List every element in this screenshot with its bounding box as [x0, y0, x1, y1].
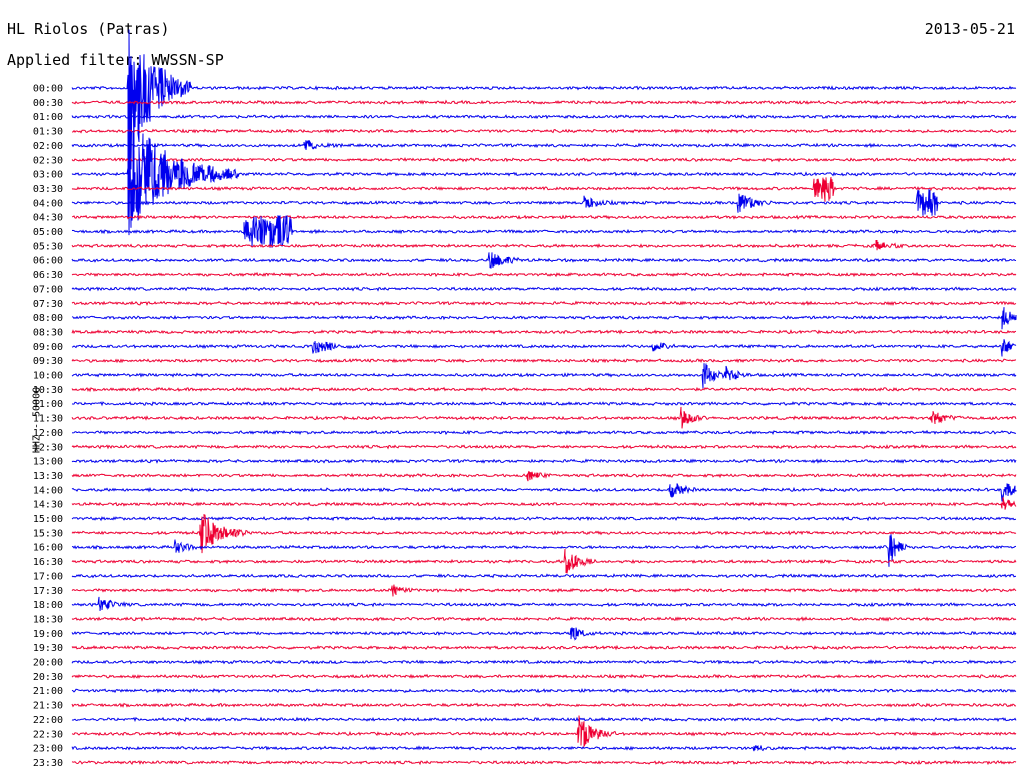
trace-row-2100 — [71, 688, 1017, 694]
trace-row-0030 — [71, 99, 1016, 105]
row-label-1400: 14:00 — [33, 485, 63, 496]
trace-row-2130 — [71, 702, 1017, 708]
row-label-1230: 12:30 — [33, 442, 63, 453]
row-label-0930: 09:30 — [33, 356, 63, 367]
trace-row-0730 — [71, 300, 1017, 307]
trace-row-1600 — [71, 534, 1017, 567]
trace-row-0930 — [71, 357, 1017, 364]
row-label-1130: 11:30 — [33, 414, 63, 425]
trace-row-1900 — [71, 627, 1017, 641]
row-label-1100: 11:00 — [33, 399, 63, 410]
row-label-0530: 05:30 — [33, 241, 63, 252]
row-label-0830: 08:30 — [33, 327, 63, 338]
row-label-1830: 18:30 — [33, 614, 63, 625]
row-label-2100: 21:00 — [33, 686, 63, 697]
row-label-0500: 05:00 — [33, 227, 63, 238]
trace-row-1800 — [71, 596, 1016, 611]
trace-row-0630 — [71, 271, 1017, 278]
trace-row-1700 — [71, 573, 1017, 579]
row-label-1500: 15:00 — [33, 514, 63, 525]
row-label-1530: 15:30 — [33, 528, 63, 539]
row-label-1730: 17:30 — [33, 586, 63, 597]
trace-row-1730 — [71, 584, 1017, 597]
row-label-1700: 17:00 — [33, 571, 63, 582]
row-label-1930: 19:30 — [33, 643, 63, 654]
row-label-2130: 21:30 — [33, 701, 63, 712]
row-label-0800: 08:00 — [33, 313, 63, 324]
trace-row-1930 — [71, 644, 1017, 651]
trace-row-0100 — [71, 114, 1017, 120]
trace-row-2030 — [71, 673, 1017, 679]
row-label-1200: 12:00 — [33, 428, 63, 439]
trace-row-2000 — [71, 659, 1017, 665]
trace-row-1300 — [71, 458, 1017, 464]
row-label-0030: 00:30 — [33, 98, 63, 109]
trace-row-0000 — [71, 29, 1017, 181]
trace-row-1530 — [71, 513, 1017, 554]
trace-row-1500 — [71, 515, 1017, 522]
row-label-0300: 03:00 — [33, 170, 63, 181]
trace-row-0500 — [71, 215, 1017, 248]
trace-row-2200 — [71, 716, 1017, 723]
trace-row-0300 — [71, 129, 1017, 236]
trace-row-2230 — [71, 715, 1017, 748]
filter-label: Applied filter: WWSSN-SP — [7, 51, 224, 69]
trace-row-1230 — [71, 444, 1017, 450]
row-label-1300: 13:00 — [33, 457, 63, 468]
trace-row-0430 — [71, 214, 1017, 220]
trace-row-0230 — [71, 157, 1017, 163]
trace-row-1330 — [71, 470, 1017, 482]
trace-row-1130 — [71, 406, 1017, 429]
trace-row-1430 — [71, 497, 1017, 510]
trace-row-0830 — [71, 329, 1017, 335]
row-label-2200: 22:00 — [33, 715, 63, 726]
row-label-1000: 10:00 — [33, 371, 63, 382]
row-label-1630: 16:30 — [33, 557, 63, 568]
row-label-2000: 20:00 — [33, 658, 63, 669]
row-label-2030: 20:30 — [33, 672, 63, 683]
row-label-1800: 18:00 — [33, 600, 63, 611]
trace-row-1400 — [71, 483, 1017, 502]
row-label-0330: 03:30 — [33, 184, 63, 195]
row-label-1030: 10:30 — [33, 385, 63, 396]
row-label-1600: 16:00 — [33, 543, 63, 554]
trace-row-0600 — [71, 252, 1017, 269]
row-label-0000: 00:00 — [33, 84, 63, 95]
row-label-1330: 13:30 — [33, 471, 63, 482]
row-label-0400: 04:00 — [33, 198, 63, 209]
row-label-0600: 06:00 — [33, 256, 63, 267]
row-label-1900: 19:00 — [33, 629, 63, 640]
row-label-0730: 07:30 — [33, 299, 63, 310]
trace-row-2330 — [71, 759, 1017, 766]
trace-row-0400 — [71, 188, 1017, 216]
row-label-0430: 04:30 — [33, 213, 63, 224]
trace-row-1830 — [71, 616, 1017, 622]
trace-row-0700 — [71, 286, 1017, 292]
trace-row-1100 — [71, 400, 1016, 407]
trace-row-1030 — [71, 386, 1017, 393]
trace-row-1200 — [71, 429, 1017, 436]
row-label-0200: 02:00 — [33, 141, 63, 152]
row-label-2330: 23:30 — [33, 758, 63, 769]
row-label-0100: 01:00 — [33, 112, 63, 123]
row-label-0230: 02:30 — [33, 155, 63, 166]
row-label-1430: 14:30 — [33, 500, 63, 511]
row-label-0630: 06:30 — [33, 270, 63, 281]
row-label-2230: 22:30 — [33, 729, 63, 740]
trace-row-0530 — [71, 240, 1017, 251]
trace-row-1630 — [71, 548, 1017, 574]
trace-row-0200 — [71, 140, 1017, 151]
trace-row-1000 — [71, 363, 1017, 389]
row-label-0700: 07:00 — [33, 284, 63, 295]
trace-row-0900 — [71, 339, 1017, 357]
record-date: 2013-05-21 — [924, 20, 1015, 38]
row-label-2300: 23:00 — [33, 744, 63, 755]
row-label-0130: 01:30 — [33, 127, 63, 138]
trace-row-0330 — [71, 177, 1016, 202]
row-label-0900: 09:00 — [33, 342, 63, 353]
trace-row-0130 — [71, 128, 1017, 134]
trace-row-2300 — [71, 745, 1017, 752]
trace-row-0800 — [71, 307, 1017, 330]
